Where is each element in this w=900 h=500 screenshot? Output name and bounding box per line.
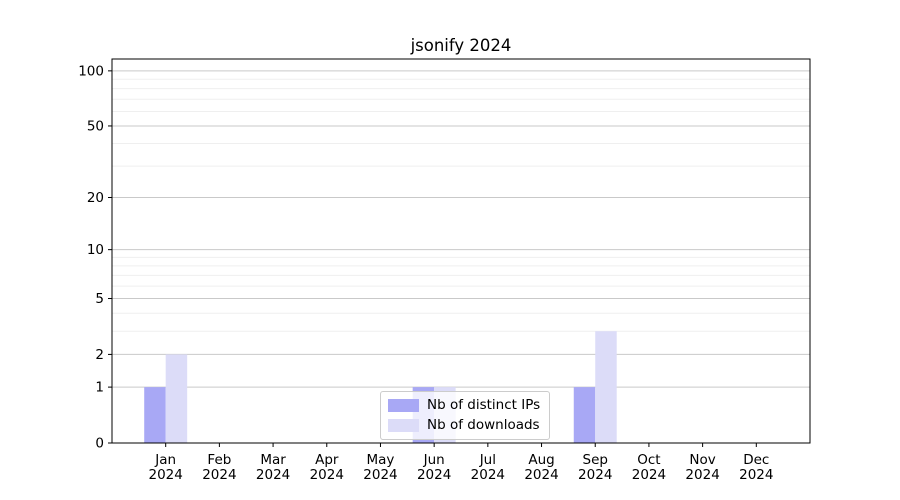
x-tick-label-month: May bbox=[367, 452, 395, 468]
y-tick-label: 5 bbox=[95, 291, 104, 307]
x-tick-label-year: 2024 bbox=[578, 467, 612, 483]
x-tick-label-year: 2024 bbox=[471, 467, 505, 483]
legend-swatch-downloads-icon bbox=[388, 419, 419, 432]
x-tick-label-year: 2024 bbox=[632, 467, 666, 483]
x-tick-label-month: Jul bbox=[479, 452, 496, 468]
x-tick-label-year: 2024 bbox=[256, 467, 290, 483]
y-tick-label: 0 bbox=[95, 436, 104, 452]
legend: Nb of distinct IPs Nb of downloads bbox=[380, 391, 551, 440]
x-tick-label-month: Feb bbox=[207, 452, 231, 468]
x-tick-label-month: Oct bbox=[637, 452, 660, 468]
x-tick-label-month: Aug bbox=[528, 452, 554, 468]
x-tick-label-month: Mar bbox=[260, 452, 286, 468]
x-tick-label-year: 2024 bbox=[363, 467, 397, 483]
chart-title: jsonify 2024 bbox=[410, 36, 512, 55]
x-tick-label-year: 2024 bbox=[739, 467, 773, 483]
x-tick-label-year: 2024 bbox=[524, 467, 558, 483]
y-tick-label: 50 bbox=[87, 118, 104, 134]
x-tick-label-month: Jun bbox=[423, 452, 445, 468]
legend-label-distinct-ips: Nb of distinct IPs bbox=[427, 397, 541, 413]
legend-item-downloads: Nb of downloads bbox=[388, 416, 540, 435]
x-tick-label-month: Sep bbox=[583, 452, 608, 468]
bar-jan-series1 bbox=[165, 354, 188, 443]
legend-label-downloads: Nb of downloads bbox=[427, 417, 540, 433]
bar-jan-series0 bbox=[144, 387, 166, 443]
y-tick-label: 10 bbox=[87, 242, 104, 258]
legend-swatch-distinct-ips-icon bbox=[388, 399, 419, 412]
x-tick-label-month: Apr bbox=[315, 452, 339, 468]
y-tick-label: 100 bbox=[78, 63, 104, 79]
y-tick-label: 2 bbox=[95, 347, 104, 363]
bar-sep-series1 bbox=[595, 331, 617, 443]
y-tick-label: 1 bbox=[95, 380, 104, 396]
x-tick-label-month: Dec bbox=[743, 452, 769, 468]
x-tick-label-year: 2024 bbox=[417, 467, 451, 483]
x-tick-label-month: Jan bbox=[154, 452, 176, 468]
x-tick-label-year: 2024 bbox=[685, 467, 719, 483]
x-tick-label-year: 2024 bbox=[149, 467, 183, 483]
y-tick-label: 20 bbox=[87, 190, 104, 206]
x-tick-label-year: 2024 bbox=[202, 467, 236, 483]
x-tick-label-month: Nov bbox=[689, 452, 715, 468]
bar-sep-series0 bbox=[573, 387, 596, 443]
legend-item-distinct-ips: Nb of distinct IPs bbox=[388, 396, 540, 415]
x-tick-label-year: 2024 bbox=[310, 467, 344, 483]
plot-frame bbox=[111, 58, 811, 444]
